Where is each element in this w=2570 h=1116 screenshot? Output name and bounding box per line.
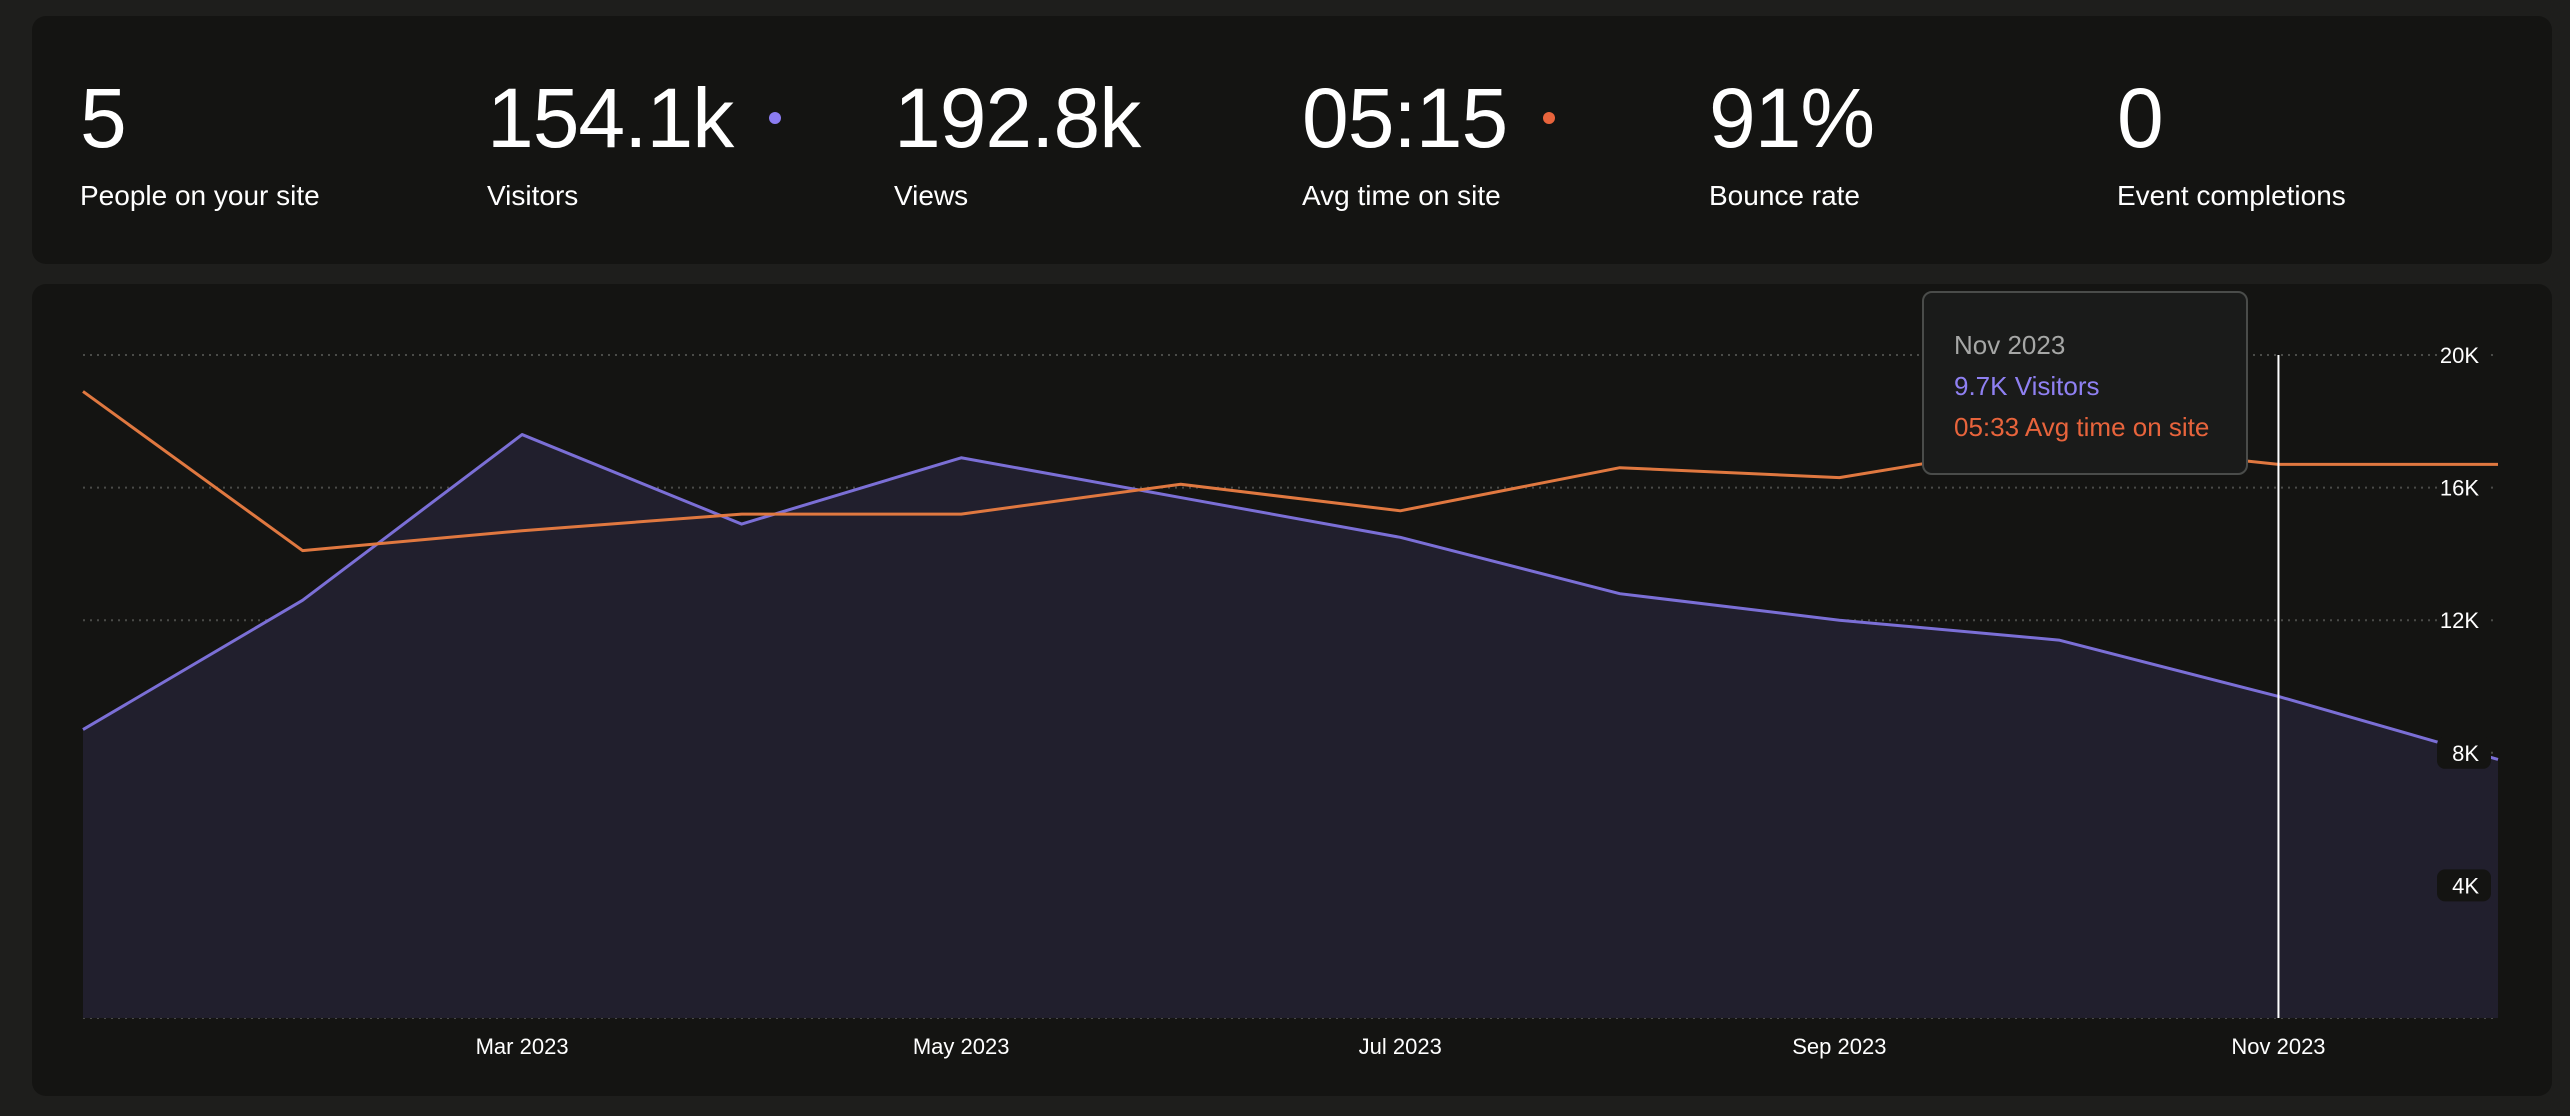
visitors-area [83, 434, 2498, 1018]
stat-event-completions[interactable]: 0 Event completions [2117, 76, 2346, 212]
x-tick-label: Nov 2023 [2231, 1034, 2325, 1059]
tooltip-visitors: 9.7K Visitors [1954, 371, 2100, 401]
y-tick-label: 16K [2440, 476, 2479, 501]
y-tick-bg [2437, 471, 2491, 504]
x-tick-label: Sep 2023 [1792, 1034, 1886, 1059]
stat-bounce-rate[interactable]: 91% Bounce rate [1709, 71, 1875, 212]
stat-views[interactable]: 192.8k Views [894, 71, 1141, 212]
y-tick-bg [2437, 604, 2491, 637]
y-tick-label: 20K [2440, 343, 2479, 368]
x-tick-label: Jul 2023 [1359, 1034, 1442, 1059]
y-tick-bg [2437, 736, 2491, 769]
stat-value: 154.1k [487, 76, 782, 160]
y-tick-bg [2437, 869, 2491, 902]
stat-visitors[interactable]: 154.1k Visitors [487, 76, 782, 212]
tooltip-avg-time: 05:33 Avg time on site [1954, 412, 2210, 442]
y-tick-bg [2437, 339, 2491, 371]
stat-value: 05:15 [1302, 76, 1556, 160]
avg-time-legend-dot-icon [1543, 112, 1556, 124]
stat-label: People on your site [80, 180, 320, 211]
stats-panel: 5 People on your site 154.1k Visitors 19… [32, 16, 2552, 264]
tooltip-date: Nov 2023 [1954, 330, 2066, 360]
stat-value: 192.8k [894, 71, 1141, 165]
stat-value: 5 [80, 71, 127, 165]
stat-label: Avg time on site [1302, 180, 1501, 211]
stat-label: Event completions [2117, 180, 2346, 211]
x-tick-label: Mar 2023 [476, 1034, 569, 1059]
stat-value: 91% [1709, 71, 1875, 165]
stat-avg-time[interactable]: 05:15 Avg time on site [1302, 76, 1556, 212]
chart-tooltip: Nov 2023 9.7K Visitors 05:33 Avg time on… [1922, 291, 2248, 475]
y-tick-label: 8K [2452, 741, 2479, 766]
series-line-visitors [82, 433, 2499, 761]
x-tick-label: May 2023 [913, 1034, 1010, 1059]
stat-label: Bounce rate [1709, 180, 1860, 211]
y-tick-label: 12K [2440, 608, 2479, 633]
stat-label: Visitors [487, 180, 579, 211]
stat-label: Views [894, 180, 969, 211]
stat-value: 0 [2117, 71, 2164, 165]
y-tick-label: 4K [2452, 873, 2479, 898]
visitors-legend-dot-icon [769, 112, 782, 124]
stat-people-online[interactable]: 5 People on your site [80, 76, 320, 212]
